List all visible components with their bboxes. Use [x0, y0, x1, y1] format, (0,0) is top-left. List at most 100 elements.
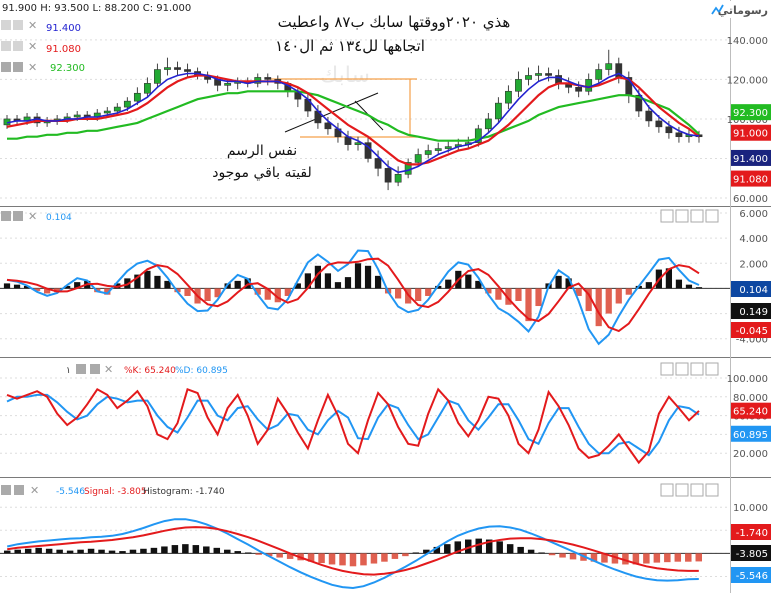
macd-histogram-bar [402, 553, 409, 557]
price-panel[interactable] [3, 49, 703, 191]
osc-bar [264, 288, 271, 300]
macd-histogram-bar [695, 553, 703, 562]
macd-histogram-bar [381, 553, 388, 562]
candle-body [123, 100, 131, 108]
oscillator-value: 0.104 [46, 213, 72, 223]
candle-body [635, 94, 643, 112]
macd-histogram-bar [527, 549, 535, 554]
annotation-headline: هذي ٢٠٢٠ووقتها سابك ب٨٧ واعطيت [278, 13, 511, 32]
macd-histogram-bar [622, 553, 629, 565]
macd-histogram-bar [318, 553, 325, 564]
close-icon[interactable]: ✕ [28, 19, 37, 32]
osc-bar [525, 288, 532, 322]
eye-icon[interactable] [1, 485, 11, 495]
osc-bar [445, 279, 452, 289]
eye-icon[interactable] [1, 20, 11, 30]
maximize-icon[interactable] [690, 209, 704, 223]
stoch-tick-label: 80.000 [733, 393, 768, 404]
macd-histogram-bar [66, 550, 74, 554]
macd-histogram-bar [496, 541, 503, 554]
macd-badge [731, 567, 771, 583]
macd-histogram-bar [475, 538, 482, 554]
move-down-icon[interactable] [675, 362, 689, 376]
macd-histogram-bar [517, 546, 524, 554]
osc-badge-text: 0.104 [739, 285, 768, 296]
move-down-icon[interactable] [675, 483, 689, 497]
osc-fast-line [6, 249, 700, 346]
eye-icon[interactable] [1, 41, 11, 51]
move-up-icon[interactable] [660, 483, 674, 497]
macd-histogram-bar [255, 553, 262, 555]
macd-histogram-bar [140, 548, 147, 554]
move-up-icon[interactable] [660, 362, 674, 376]
eye-icon[interactable] [1, 211, 11, 221]
candle-body [675, 132, 683, 138]
maximize-icon[interactable] [690, 483, 704, 497]
osc-bar [144, 270, 151, 289]
candle-body [133, 92, 141, 102]
macd-panel[interactable] [0, 518, 730, 590]
svg-text:91.900 H: 93.500 L: 88.200 C:: 91.900 H: 93.500 L: 88.200 C: 91.000 [2, 3, 191, 14]
osc-badge-text: -0.045 [736, 326, 768, 337]
macd-histogram-bar [14, 549, 21, 554]
osc-bar [274, 288, 281, 303]
gear-icon[interactable] [14, 485, 24, 495]
oscillator-panel[interactable] [0, 249, 730, 346]
close-icon[interactable]: ✕ [30, 484, 39, 497]
gear-icon[interactable] [90, 364, 100, 374]
macd-histogram-bar [465, 539, 472, 554]
osc-bar [374, 275, 382, 289]
macd-histogram-bar [569, 553, 577, 560]
settings-icon[interactable] [13, 211, 23, 221]
osc-tick-label: 4.000 [739, 234, 768, 245]
candle-body [655, 120, 663, 128]
osc-bar [214, 288, 221, 298]
stoch-badge [731, 425, 771, 442]
macd-histogram-bar [412, 552, 420, 554]
line-chart-icon [711, 4, 724, 15]
move-down-icon[interactable] [675, 209, 689, 223]
stochastic-panel[interactable] [6, 387, 700, 465]
settings-icon[interactable] [13, 20, 23, 30]
close-panel-icon[interactable] [705, 362, 719, 376]
macd-histogram-bar [234, 551, 241, 554]
high-value: H: 93.500 [40, 3, 89, 14]
osc-bar [164, 280, 171, 289]
candle-body [354, 142, 362, 145]
settings-icon[interactable] [13, 41, 23, 51]
candle-body [444, 146, 452, 149]
maximize-icon[interactable] [690, 362, 704, 376]
osc-bar [364, 265, 372, 289]
app-logo[interactable]: رسوماتي [706, 1, 770, 18]
close-icon[interactable]: ✕ [104, 363, 113, 376]
close-panel-icon[interactable] [705, 209, 719, 223]
macd-badge [731, 545, 771, 561]
macd-histogram-bar [674, 553, 682, 562]
candle-body [645, 110, 653, 122]
osc-bar [495, 288, 502, 300]
candle-body [505, 90, 512, 104]
osc-bar [535, 288, 542, 307]
osc-badge-text: 0.149 [739, 307, 768, 318]
stoch-d-value: %D: 60.895 [175, 366, 228, 376]
osc-bar [44, 288, 51, 294]
close-icon[interactable]: ✕ [28, 210, 37, 223]
macd-histogram-bar [307, 553, 315, 562]
close-panel-icon[interactable] [705, 483, 719, 497]
macd-histogram-bar [643, 553, 650, 564]
settings-icon[interactable] [13, 62, 23, 72]
move-up-icon[interactable] [660, 209, 674, 223]
macd-histogram-bar [24, 548, 32, 554]
macd-histogram-value: Histogram: -1.740 [143, 487, 225, 497]
close-icon[interactable]: ✕ [28, 61, 37, 74]
osc-bar [244, 278, 251, 289]
osc-bar [234, 280, 241, 289]
candle-body [384, 168, 392, 183]
macd-histogram-bar [360, 553, 367, 566]
close-icon[interactable]: ✕ [28, 40, 37, 53]
eye-icon[interactable] [76, 364, 86, 374]
gear-icon[interactable] [1, 62, 11, 72]
macd-badge-text: -1.740 [736, 528, 768, 539]
price-badge-text: 91.000 [733, 129, 768, 140]
